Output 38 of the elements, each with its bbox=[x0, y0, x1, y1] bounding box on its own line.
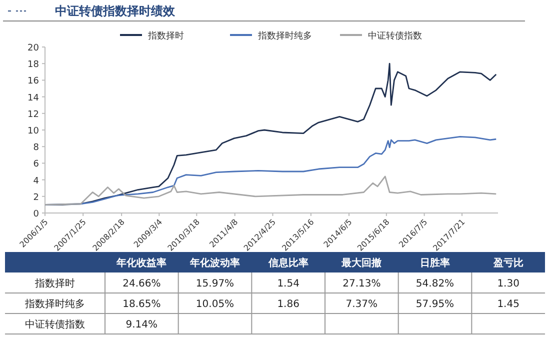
text: 1.86 bbox=[277, 299, 300, 310]
y-tick-label: 0 bbox=[33, 210, 40, 220]
chart-title: 中证转债指数择时绩效 bbox=[55, 4, 176, 18]
text: 57.95% bbox=[416, 299, 454, 310]
text: 15.97% bbox=[196, 278, 234, 290]
y-tick-label: 4 bbox=[33, 176, 40, 186]
category-label: 指数择时纯多 bbox=[25, 299, 85, 310]
category-label: 日胜率 bbox=[420, 257, 450, 269]
text: 27.13% bbox=[342, 278, 381, 290]
category-label: 盈亏比 bbox=[492, 257, 524, 269]
text: 24.66% bbox=[122, 278, 161, 290]
y-tick-label: 18 bbox=[28, 60, 40, 70]
text: 1.54 bbox=[277, 278, 300, 290]
text: 18.65% bbox=[122, 299, 161, 310]
y-tick-label: 12 bbox=[28, 110, 39, 120]
legend-label: 指数择时纯多 bbox=[257, 30, 312, 42]
legend-label: 中证转债指数 bbox=[368, 30, 422, 42]
y-tick-label: 14 bbox=[28, 93, 40, 104]
y-tick-label: 2 bbox=[33, 192, 39, 203]
text: 9.14% bbox=[126, 320, 158, 330]
category-label: 信息比率 bbox=[267, 257, 308, 269]
line-series bbox=[44, 176, 497, 206]
category-label: 指数择时 bbox=[35, 278, 75, 290]
text: 1.30 bbox=[497, 278, 520, 290]
text: 7.37% bbox=[346, 299, 378, 310]
legend-label: 指数择时 bbox=[147, 30, 184, 42]
category-label: 年化波动率 bbox=[189, 257, 240, 269]
y-tick-label: 6 bbox=[33, 160, 40, 170]
y-tick-label: 10 bbox=[28, 126, 40, 136]
category-label: 中证转债指数 bbox=[25, 320, 85, 330]
y-tick-label: 8 bbox=[33, 143, 40, 154]
category-label: 最大回撤 bbox=[340, 257, 382, 269]
category-label: 年化收益率 bbox=[116, 257, 167, 269]
y-tick-label: 16 bbox=[28, 76, 40, 87]
y-tick-label: 20 bbox=[28, 44, 40, 54]
text: 10.05% bbox=[196, 299, 234, 310]
text: 1.45 bbox=[497, 299, 520, 310]
text: 54.82% bbox=[416, 278, 454, 290]
